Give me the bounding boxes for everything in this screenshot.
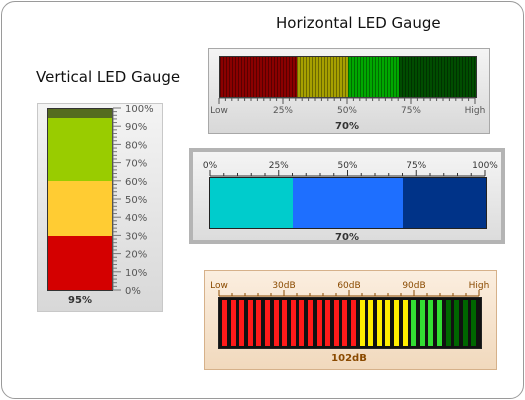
vertical-tick-label: 40% [125, 213, 147, 224]
vertical-tick-label: 90% [125, 122, 147, 133]
gauge3-led [282, 300, 288, 346]
gauge3-led [273, 300, 279, 346]
vertical-gauge-title: Vertical LED Gauge [36, 68, 181, 86]
gauge1-range-3 [399, 57, 476, 97]
gauge3-led [445, 300, 451, 346]
vertical-tick-label: 30% [125, 231, 147, 242]
vertical-gauge-range-3 [48, 109, 112, 119]
gauge3-led [359, 300, 365, 346]
vertical-tick-label: 0% [125, 286, 141, 297]
vertical-tick-label: 80% [125, 140, 147, 151]
gauge2-bar [209, 177, 487, 229]
vertical-gauge-value: 95% [68, 295, 92, 306]
gauge3-bar [218, 297, 482, 349]
gauge3-led [222, 300, 228, 346]
gauge3-led [333, 300, 339, 346]
gauge3-led [462, 300, 468, 346]
gauge3-led [402, 300, 408, 346]
vertical-tick-label: 20% [125, 250, 147, 261]
gauge3-led [290, 300, 296, 346]
gauge2-range-2 [403, 178, 486, 228]
gauge3-led [247, 300, 253, 346]
gauge3-led [239, 300, 245, 346]
gauge3-led [325, 300, 331, 346]
gauge2-range-1 [292, 178, 404, 228]
gauge1-range-0 [220, 57, 297, 97]
gauge3-led [316, 300, 322, 346]
gauge3-led [376, 300, 382, 346]
vertical-tick-label: 50% [125, 195, 147, 206]
gauge3-led [351, 300, 357, 346]
gauge3-led [308, 300, 314, 346]
vertical-gauge-range-0 [48, 235, 112, 290]
vertical-tick-label: 60% [125, 177, 147, 188]
gauge2-value: 70% [335, 232, 359, 243]
gauge3-led [437, 300, 443, 346]
vertical-tick-label: 100% [125, 104, 154, 115]
gauge3-led [368, 300, 374, 346]
gauge1-bar [219, 56, 477, 98]
gauge3-led [265, 300, 271, 346]
gauge3-led [471, 300, 477, 346]
gauge3-value: 102dB [331, 353, 367, 364]
gauge1-value: 70% [335, 121, 359, 132]
vertical-gauge-range-2 [48, 118, 112, 182]
gauge3-led [411, 300, 417, 346]
gauge3-led [419, 300, 425, 346]
gauge3-led [394, 300, 400, 346]
gauge1-range-1 [296, 57, 348, 97]
horizontal-gauge-title: Horizontal LED Gauge [276, 14, 441, 32]
gauge3-led [428, 300, 434, 346]
gauge3-led [299, 300, 305, 346]
vertical-gauge-range-1 [48, 181, 112, 236]
gauge3-led [385, 300, 391, 346]
vertical-tick-label: 10% [125, 268, 147, 279]
gauge3-led [230, 300, 236, 346]
vertical-tick-label: 70% [125, 159, 147, 170]
gauge3-led [342, 300, 348, 346]
gauge3-led [454, 300, 460, 346]
gauge1-range-2 [348, 57, 400, 97]
gauge2-range-0 [210, 178, 293, 228]
vertical-gauge-bar [47, 108, 113, 291]
gauge3-led [256, 300, 262, 346]
